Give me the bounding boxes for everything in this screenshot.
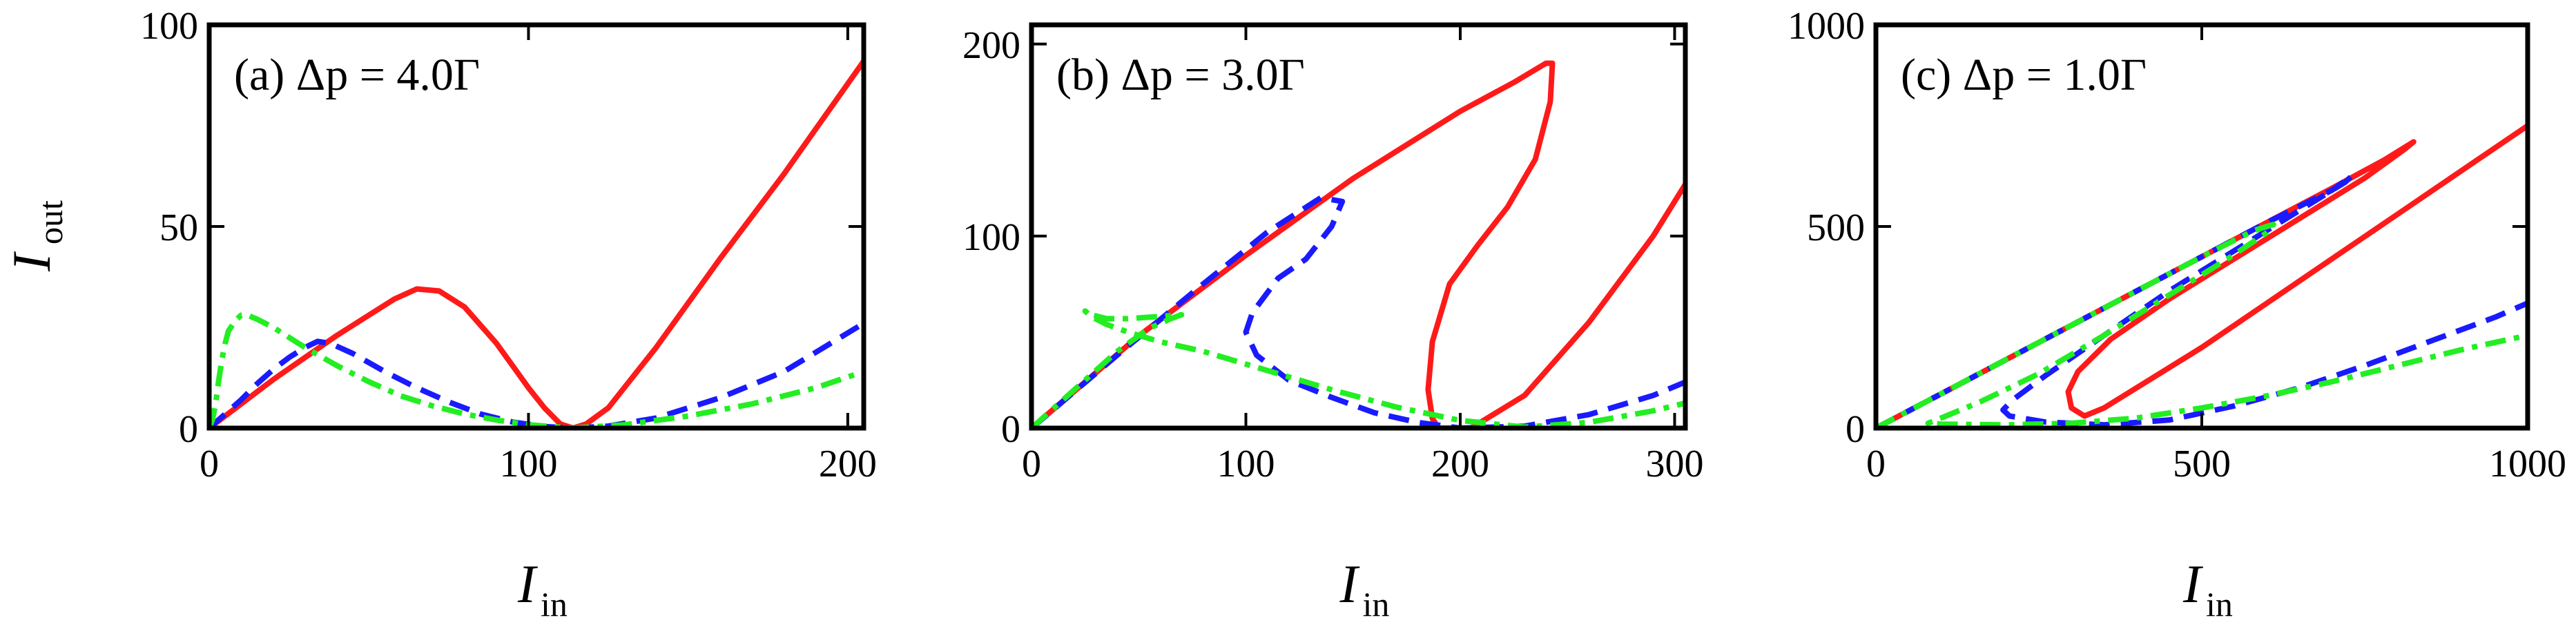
panel-label: (b) Δp = 3.0Γ: [1056, 50, 1305, 100]
x-tick-label: 0: [200, 443, 219, 485]
y-axis-label: I out: [1, 200, 70, 272]
panel-3: 0 500 1000 0 500 1000 (c) Δp = 1.0Γ I in: [1788, 5, 2566, 624]
x-tick-label: 0: [1022, 443, 1041, 485]
x-tick-label: 200: [1431, 443, 1489, 485]
plot-frame: [1029, 22, 1688, 431]
y-axis-label-main: I: [1, 251, 61, 272]
series-blue-line: [1032, 195, 1685, 428]
panel-label: (c) Δp = 1.0Γ: [1901, 50, 2147, 100]
x-axis-label-main: I: [517, 554, 539, 614]
series-blue-line: [209, 320, 864, 428]
x-tick-label: 200: [819, 443, 877, 485]
series-green-line: [209, 312, 864, 428]
series-green-line: [1032, 308, 1685, 428]
y-tick-label: 0: [179, 408, 198, 451]
series-blue-line: [1876, 173, 2528, 428]
x-tick-label: 300: [1645, 443, 1703, 485]
series-green-line: [1876, 222, 2528, 428]
y-tick-label: 50: [159, 206, 198, 249]
y-tick-label: 100: [140, 5, 198, 48]
y-tick-label: 1000: [1788, 5, 1865, 48]
x-tick-label: 500: [2173, 443, 2231, 485]
x-axis-label-sub: in: [1363, 585, 1390, 624]
series-group: [1032, 60, 1685, 428]
x-tick-label: 100: [1217, 443, 1275, 485]
x-tick-label: 0: [1866, 443, 1886, 485]
panel-1: 0 100 200 0 50 100 (a) Δp = 4.0Γ I in: [140, 5, 877, 624]
panel-2: 0 100 200 300 0 100 200 (b) Δp = 3.0Γ I in: [962, 22, 1703, 624]
series-group: [209, 59, 864, 428]
y-tick-label: 500: [1807, 206, 1865, 249]
series-red-line: [1876, 123, 2528, 428]
series-red-line: [1032, 60, 1685, 428]
panel-label: (a) Δp = 4.0Γ: [234, 50, 480, 100]
x-axis-label-sub: in: [541, 585, 568, 624]
x-axis-label-main: I: [2182, 554, 2204, 614]
y-axis-label-sub: out: [31, 200, 70, 244]
x-axis-label-sub: in: [2206, 585, 2233, 624]
series-group: [1876, 123, 2528, 428]
x-axis-label-main: I: [1339, 554, 1361, 614]
x-tick-label: 100: [499, 443, 557, 485]
y-tick-label: 200: [962, 24, 1020, 67]
series-red-line: [209, 59, 864, 428]
y-tick-label: 0: [1846, 408, 1865, 451]
x-tick-label: 1000: [2489, 443, 2566, 485]
y-tick-label: 100: [962, 216, 1020, 259]
y-tick-label: 0: [1001, 408, 1020, 451]
